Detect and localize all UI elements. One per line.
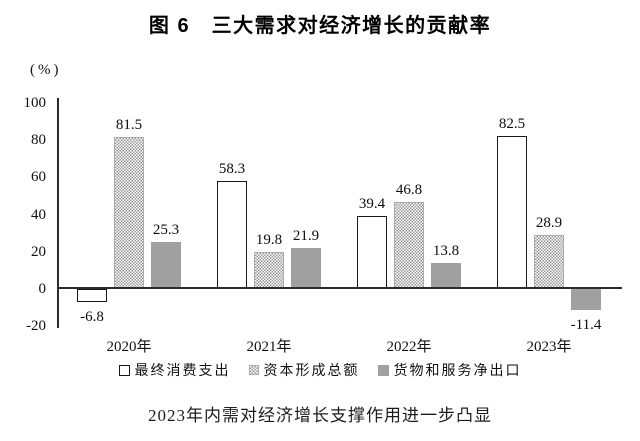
bar-value-label: 46.8 xyxy=(395,181,423,198)
legend-label: 最终消费支出 xyxy=(134,364,231,379)
y-tick-label: 40 xyxy=(31,206,46,223)
y-tick-label: 80 xyxy=(31,132,46,149)
legend-swatch-icon xyxy=(377,364,389,376)
legend-item: 资本形成总额 xyxy=(248,360,360,380)
bar-2023年-最终消费支出 xyxy=(497,135,527,289)
figure-title: 图 6 三大需求对经济增长的贡献率 xyxy=(148,15,492,37)
bar-value-label: 19.8 xyxy=(255,232,283,249)
bar-2022年-资本形成总额 xyxy=(394,201,424,289)
x-axis-label: 2020年 xyxy=(106,339,152,355)
y-tick-label: 60 xyxy=(31,169,46,186)
y-tick-label: 0 xyxy=(38,281,47,297)
legend-item: 货物和服务净出口 xyxy=(377,360,522,380)
x-axis-label: 2023年 xyxy=(526,339,572,355)
bar-2023年-货物和服务净出口 xyxy=(571,289,601,311)
x-axis-label: 2022年 xyxy=(386,339,432,355)
bar-value-label: 81.5 xyxy=(115,117,143,134)
bar-value-label: 13.8 xyxy=(432,243,460,260)
bar-value-label: 58.3 xyxy=(218,160,246,177)
bar-2020年-货物和服务净出口 xyxy=(151,241,181,289)
legend-label: 资本形成总额 xyxy=(263,364,360,379)
legend: 最终消费支出 资本形成总额 货物和服务净出口 xyxy=(0,360,640,380)
bar-2022年-货物和服务净出口 xyxy=(431,263,461,289)
bar-value-label: 28.9 xyxy=(535,215,563,232)
bar-value-label: 25.3 xyxy=(152,221,180,238)
x-axis-label: 2021年 xyxy=(246,339,292,355)
bar-2021年-资本形成总额 xyxy=(254,252,284,289)
y-tick-label: -20 xyxy=(26,318,46,335)
legend-swatch-icon xyxy=(118,364,130,376)
bar-value-label: -6.8 xyxy=(80,308,104,325)
y-axis-line xyxy=(57,98,59,328)
y-axis-unit-label: (%) xyxy=(30,62,62,78)
legend-label: 货物和服务净出口 xyxy=(393,364,522,379)
legend-item: 最终消费支出 xyxy=(118,360,231,380)
bar-value-label: 39.4 xyxy=(358,195,386,212)
y-tick-label: 20 xyxy=(31,243,46,260)
bar-2020年-资本形成总额 xyxy=(114,137,144,289)
bar-value-label: 82.5 xyxy=(498,115,526,132)
figure-caption: 2023年内需对经济增长支撑作用进一步凸显 xyxy=(148,406,492,425)
bar-value-label: -11.4 xyxy=(570,317,602,334)
bar-2022年-最终消费支出 xyxy=(357,215,387,289)
y-tick-label: 100 xyxy=(23,95,47,111)
legend-swatch-icon xyxy=(248,365,259,375)
bar-value-label: 21.9 xyxy=(292,228,320,245)
x-axis-line xyxy=(57,287,622,289)
bar-2020年-最终消费支出 xyxy=(77,289,107,302)
bar-2021年-货物和服务净出口 xyxy=(291,248,321,289)
bar-2023年-资本形成总额 xyxy=(534,235,564,289)
